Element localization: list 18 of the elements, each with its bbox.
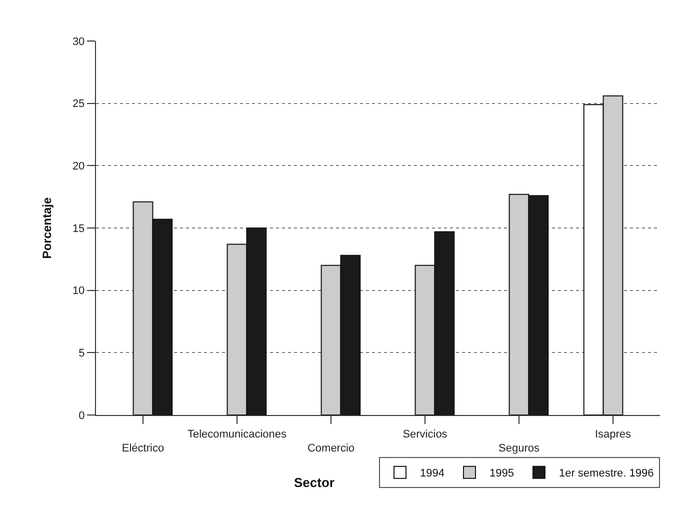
x-tick-label: Isapres <box>594 428 632 440</box>
y-axis-title: Porcentaje <box>40 196 54 259</box>
legend-label: 1994 <box>420 468 444 480</box>
legend-label: 1995 <box>489 468 514 480</box>
legend-label: 1er semestre. 1996 <box>558 468 654 480</box>
y-tick-label: 15 <box>72 222 85 235</box>
x-tick-label: Seguros <box>498 442 540 455</box>
x-tick-label: Comercio <box>307 442 355 455</box>
y-tick-label: 25 <box>72 98 85 110</box>
x-tick-label: Telecomunicaciones <box>187 428 288 440</box>
y-tick-label: 5 <box>78 348 85 360</box>
y-tick-label: 0 <box>78 410 85 422</box>
y-tick-label: 20 <box>72 160 85 173</box>
x-tick-label: Servicios <box>402 428 448 440</box>
x-tick-label: Eléctrico <box>122 442 164 455</box>
y-tick-label: 30 <box>72 36 85 48</box>
x-axis-title: Sector <box>294 475 334 490</box>
y-tick-label: 10 <box>72 285 85 298</box>
